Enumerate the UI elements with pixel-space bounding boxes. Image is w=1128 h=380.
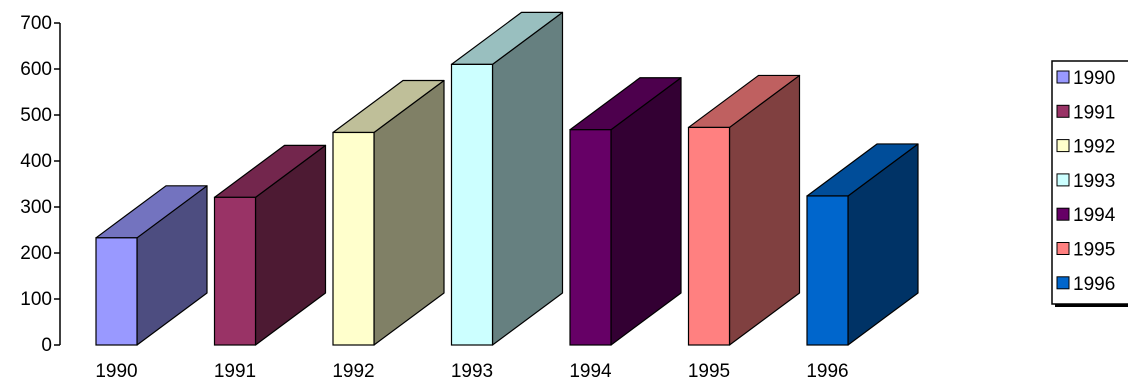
bar-front-face [806, 195, 849, 346]
bar-1990 [95, 185, 208, 346]
bar-front-face [332, 131, 375, 346]
legend-item: 1995 [1056, 240, 1115, 261]
legend: 1990 1991 1992 1993 1994 1995 1996 [1051, 60, 1128, 307]
legend-swatch [1056, 173, 1070, 187]
bar-front-face [569, 129, 612, 346]
legend-item: 1990 [1056, 68, 1115, 89]
legend-label: 1994 [1073, 205, 1116, 226]
bars [95, 11, 919, 346]
bar-front-face [687, 126, 731, 346]
x-tick-label: 1992 [332, 361, 374, 380]
legend-box [1051, 60, 1128, 305]
y-tick-label: 200 [20, 243, 52, 264]
legend-label: 1996 [1073, 274, 1115, 295]
y-tick-label: 0 [41, 335, 52, 356]
legend-item: 1994 [1056, 205, 1116, 226]
bar-side-face [491, 11, 564, 346]
bar-1996 [806, 143, 919, 346]
legend-item: 1996 [1056, 274, 1115, 295]
legend-label: 1992 [1073, 137, 1115, 158]
bar-1995 [687, 74, 801, 346]
legend-swatch [1056, 70, 1070, 84]
y-tick-label: 100 [20, 289, 52, 310]
legend-swatch [1056, 104, 1070, 118]
x-tick-label: 1994 [569, 361, 612, 380]
bar-front-face [95, 237, 138, 346]
legend-item: 1993 [1056, 171, 1115, 192]
legend-swatch [1056, 276, 1070, 290]
legend-label: 1990 [1073, 68, 1115, 89]
legend-label: 1991 [1073, 102, 1115, 123]
bar-1991 [213, 144, 327, 346]
y-tick-label: 400 [20, 151, 52, 172]
x-axis-labels: 1990 1991 1992 1993 1994 1995 1996 [95, 361, 848, 380]
legend-swatch [1056, 207, 1070, 221]
legend-label: 1995 [1073, 240, 1115, 261]
bar-front-face [450, 63, 494, 346]
y-tick-label: 500 [20, 105, 52, 126]
x-tick-label: 1995 [688, 361, 730, 380]
legend-item: 1991 [1056, 102, 1115, 123]
legend-swatch [1056, 139, 1070, 153]
y-tick-label: 700 [20, 13, 52, 34]
x-tick-label: 1993 [451, 361, 493, 380]
bar-1994 [569, 77, 682, 346]
legend-item: 1992 [1056, 137, 1115, 158]
y-axis: 0 100 200 300 400 500 600 700 [20, 13, 61, 356]
x-tick-label: 1991 [214, 361, 256, 380]
x-tick-label: 1996 [806, 361, 848, 380]
legend-label: 1993 [1073, 171, 1115, 192]
legend-swatch [1056, 242, 1070, 255]
bar-front-face [213, 196, 257, 346]
bar-1992 [332, 79, 445, 346]
y-tick-label: 600 [20, 59, 52, 80]
y-tick-label: 300 [20, 197, 52, 218]
x-tick-label: 1990 [95, 361, 137, 380]
bar-1993 [450, 11, 564, 346]
